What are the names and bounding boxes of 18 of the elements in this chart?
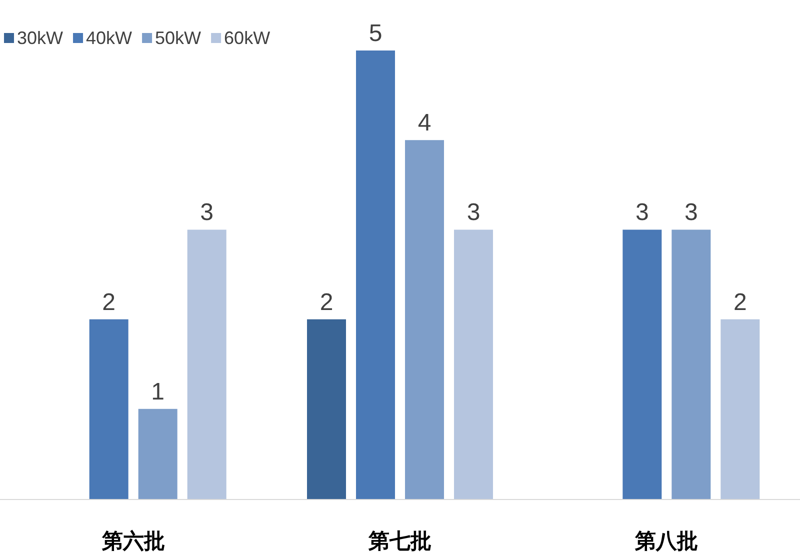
series: 2: [307, 288, 346, 500]
legend-label: 30kW: [17, 28, 64, 48]
legend-label: 50kW: [155, 28, 202, 48]
legend-label: 40kW: [86, 28, 132, 48]
legend-label: 60kW: [224, 28, 270, 48]
data-label: 2: [102, 288, 116, 316]
data-label: 2: [733, 288, 747, 316]
data-label: 3: [466, 199, 480, 226]
data-label: 3: [635, 199, 649, 226]
x-tick-label: 第六批: [100, 529, 165, 553]
x-tick-label: 第七批: [368, 530, 432, 553]
data-label: 1: [151, 378, 165, 406]
x-tick-label: 第八批: [634, 530, 698, 553]
data-label: 2: [320, 288, 334, 316]
data-label: 5: [368, 20, 382, 47]
data-label: 3: [684, 199, 698, 226]
data-label: 4: [418, 110, 432, 137]
data-label: 3: [200, 199, 214, 226]
